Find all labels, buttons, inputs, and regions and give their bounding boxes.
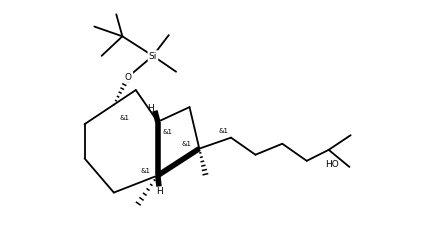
Text: &1: &1 [140,167,151,173]
Text: &1: &1 [181,141,192,147]
Text: H: H [156,186,162,195]
Text: HO: HO [325,159,339,168]
Text: O: O [125,73,132,82]
Text: H: H [148,104,154,112]
Text: Si: Si [149,52,157,61]
Text: &1: &1 [162,128,173,135]
Text: &1: &1 [120,114,130,120]
Text: &1: &1 [219,127,229,133]
